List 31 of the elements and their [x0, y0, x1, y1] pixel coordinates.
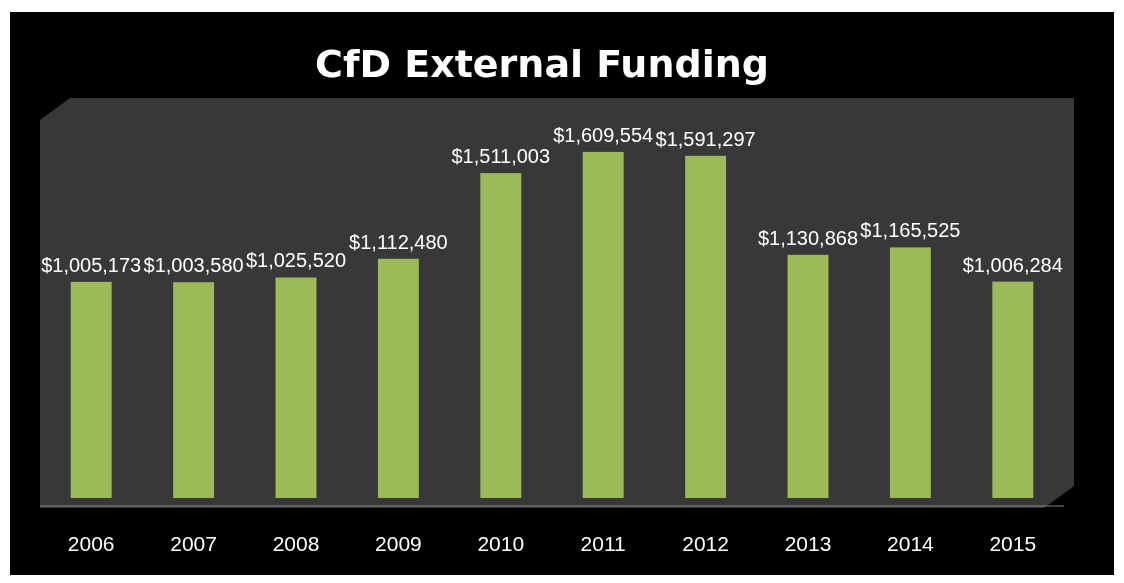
x-tick-label: 2010 [477, 532, 525, 555]
bar [70, 281, 112, 498]
x-tick-label: 2015 [989, 532, 1037, 555]
bar [275, 277, 317, 498]
x-tick-label: 2014 [887, 532, 935, 555]
data-label: $1,112,480 [349, 230, 448, 253]
x-tick-label: 2008 [272, 532, 320, 555]
x-tick-label: 2012 [682, 532, 729, 555]
x-tick-label: 2013 [784, 532, 832, 555]
data-label: $1,591,297 [655, 127, 756, 150]
data-label: $1,609,554 [553, 123, 654, 146]
bar [787, 254, 829, 498]
bar [377, 258, 419, 498]
data-label: $1,003,580 [143, 254, 244, 277]
x-tick-label: 2006 [67, 532, 115, 555]
bar [685, 155, 727, 498]
bar [582, 151, 624, 498]
x-tick-label: 2011 [580, 532, 626, 555]
data-label: $1,005,173 [41, 253, 142, 276]
x-tick-label: 2009 [375, 532, 422, 555]
data-label: $1,025,520 [245, 249, 347, 272]
x-tick-label: 2007 [170, 532, 217, 555]
data-label: $1,165,525 [860, 219, 961, 242]
bar [173, 282, 215, 498]
bar [889, 247, 931, 498]
data-label: $1,511,003 [451, 145, 551, 168]
chart-title: CfD External Funding [315, 42, 769, 86]
data-label: $1,006,284 [962, 253, 1063, 276]
bar [480, 173, 522, 498]
data-label: $1,130,868 [757, 226, 859, 249]
bar [992, 281, 1034, 498]
